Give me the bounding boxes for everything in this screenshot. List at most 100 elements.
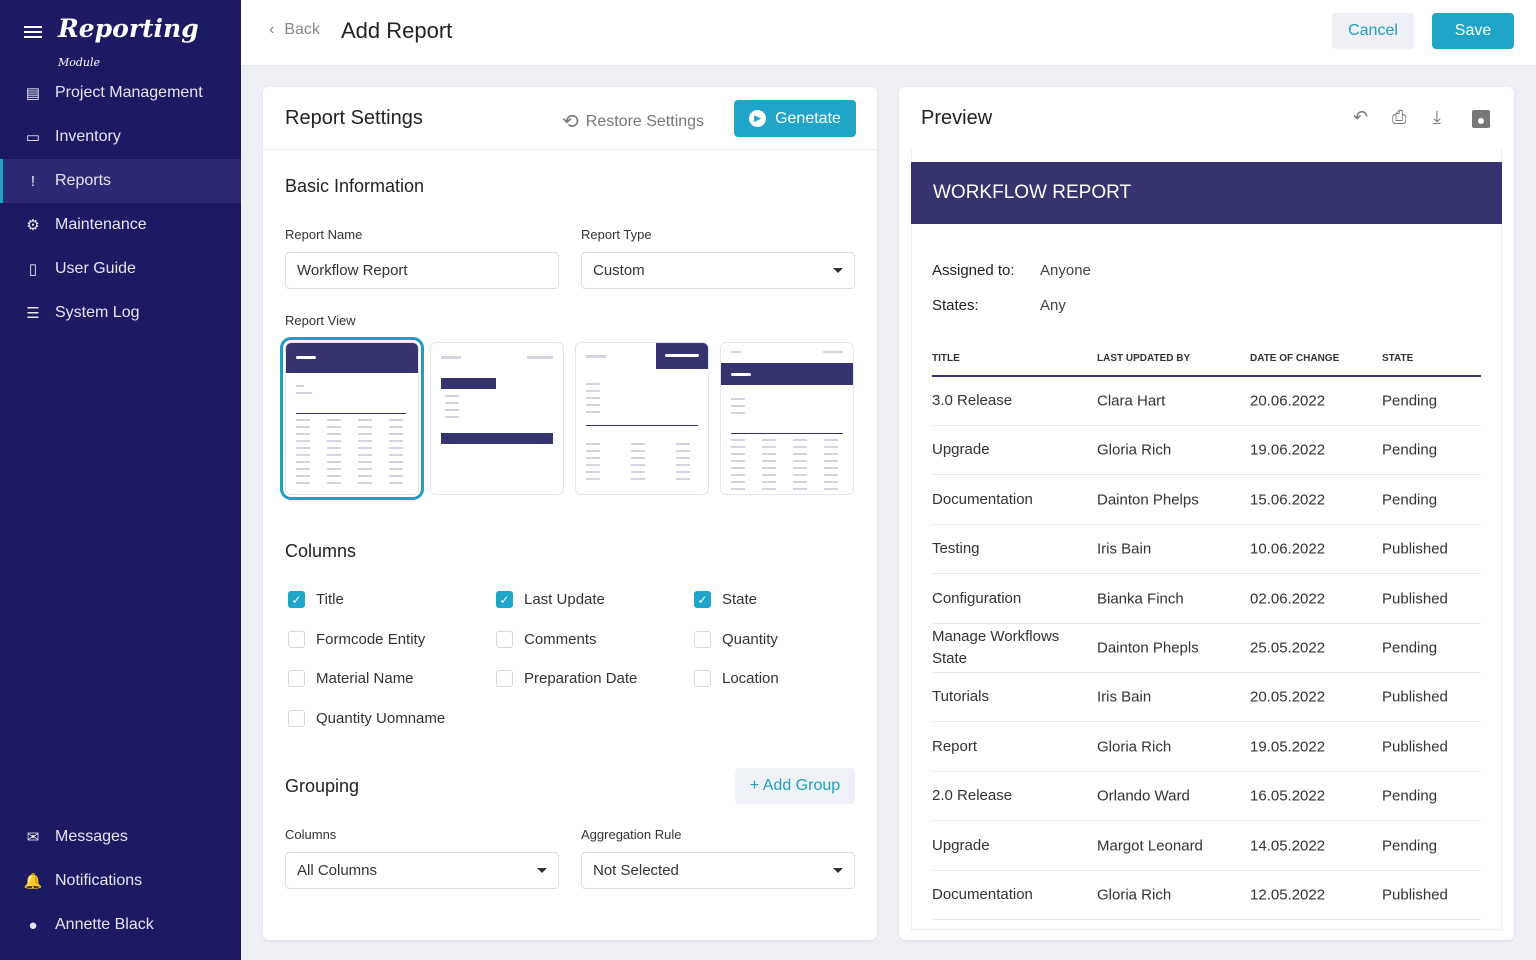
report-view-option[interactable] — [280, 337, 424, 500]
table-cell: 20.05.2022 — [1250, 688, 1326, 706]
group-columns-label: Columns — [285, 827, 337, 842]
table-cell: Dainton Phelps — [1097, 491, 1199, 509]
table-cell: Gloria Rich — [1097, 738, 1172, 756]
checkbox-icon: ✓ — [694, 591, 711, 608]
save-button[interactable]: Save — [1432, 13, 1514, 49]
table-row: Report Gloria Rich 19.05.2022 Published — [932, 723, 1481, 772]
checkbox-icon — [694, 670, 711, 687]
col-header-updated: LAST UPDATED BY — [1097, 353, 1191, 364]
sidebar-item[interactable]: ! Reports — [0, 159, 241, 203]
table-cell: Configuration — [932, 589, 1022, 607]
add-group-button[interactable]: + Add Group — [735, 768, 855, 804]
column-checkbox[interactable]: ✓ Last Update — [496, 591, 605, 608]
table-row: Tutorials Iris Bain 20.05.2022 Published — [932, 673, 1481, 723]
table-cell: 25.05.2022 — [1250, 639, 1326, 657]
report-view-option[interactable] — [430, 342, 564, 495]
table-cell: Pending — [1382, 392, 1438, 410]
restore-settings-button[interactable]: ⟲ Restore Settings — [562, 111, 705, 133]
checkbox-icon — [288, 630, 305, 648]
caret-down-icon — [833, 268, 843, 273]
table-row: Manage Workflows State Dainton Phepls 25.0… — [932, 624, 1481, 673]
table-row: Documentation Gloria Rich 12.05.2022 Publis… — [932, 871, 1481, 920]
table-cell: Orlando Ward — [1097, 787, 1190, 805]
top-bar: ‹ Back Add Report Cancel Save — [241, 0, 1536, 66]
table-row: Testing Iris Bain 10.06.2022 Published — [932, 525, 1481, 575]
sidebar-item[interactable]: 🔔 Notifications — [23, 872, 143, 890]
column-checkbox[interactable]: ✓ State — [694, 591, 757, 608]
report-name-input[interactable]: Workflow Report — [285, 252, 559, 289]
table-cell: Published — [1382, 590, 1448, 608]
table-cell: Iris Bain — [1097, 540, 1152, 558]
table-cell: 15.06.2022 — [1250, 491, 1326, 509]
generate-button[interactable]: ▶ Genetate — [734, 100, 856, 137]
logo: Reporting Module — [58, 14, 199, 69]
sidebar-item[interactable]: ✉ Messages — [0, 815, 241, 859]
column-checkbox[interactable]: Comments — [496, 630, 597, 648]
report-view-option[interactable] — [720, 342, 854, 495]
sidebar-item[interactable]: ● Annette Black — [0, 903, 241, 947]
table-cell: Dainton Phepls — [1097, 639, 1199, 657]
download-icon[interactable]: ⤓ — [1433, 107, 1441, 127]
cancel-button[interactable]: Cancel — [1332, 13, 1414, 49]
report-view-label: Report View — [285, 313, 356, 328]
col-header-state: STATE — [1382, 353, 1414, 364]
caret-down-icon — [833, 868, 843, 873]
table-cell: Published — [1382, 688, 1448, 706]
avatar: ● — [28, 916, 38, 934]
grouping-heading: Grouping — [285, 776, 360, 796]
report-settings-card — [263, 87, 877, 940]
report-header: WORKFLOW REPORT — [911, 162, 1502, 224]
table-row: Documentation Dainton Phelps 15.06.2022 Pen… — [932, 476, 1481, 525]
table-row: 3.0 Release Clara Hart 20.06.2022 Pending — [932, 377, 1481, 426]
sidebar-item[interactable]: ▭ Inventory — [0, 115, 241, 159]
print-icon[interactable]: ⎙ — [1392, 107, 1407, 127]
report-name-label: Report Name — [285, 227, 363, 242]
sidebar-item[interactable]: ☰ System Log — [0, 291, 241, 335]
menu-icon[interactable] — [24, 26, 42, 38]
mail-icon: ✉ — [26, 829, 40, 846]
aggregation-label: Aggregation Rule — [581, 827, 682, 842]
table-cell: 02.06.2022 — [1250, 590, 1326, 608]
report-type-select[interactable]: Custom — [581, 252, 855, 289]
checkbox-icon: ✓ — [288, 591, 305, 608]
divider — [263, 149, 877, 150]
table-cell: Gloria Rich — [1097, 441, 1172, 459]
save-icon[interactable] — [1472, 110, 1490, 128]
table-cell: Published — [1382, 738, 1448, 756]
column-checkbox[interactable]: Location — [694, 670, 779, 687]
column-checkbox[interactable]: Quantity Uomname — [288, 709, 445, 727]
table-cell: 12.05.2022 — [1250, 886, 1326, 904]
column-checkbox[interactable]: Quantity — [694, 630, 778, 648]
report-type-label: Report Type — [581, 227, 652, 242]
reply-icon[interactable]: ↶ — [1353, 107, 1369, 127]
table-cell: Documentation — [932, 490, 1033, 508]
sidebar-item[interactable]: ▤ Project Management — [0, 71, 241, 115]
bell-icon: 🔔 — [23, 873, 43, 890]
table-cell: 20.06.2022 — [1250, 392, 1326, 410]
column-checkbox[interactable]: ✓ Title — [288, 591, 344, 608]
table-row: Upgrade Margot Leonard 14.05.2022 Pending — [932, 822, 1481, 871]
checkbox-icon — [496, 630, 513, 648]
group-columns-select[interactable]: All Columns — [285, 852, 559, 889]
gear-icon: ⚙ — [26, 217, 40, 234]
table-cell: 14.05.2022 — [1250, 837, 1326, 855]
checkbox-icon — [288, 709, 305, 727]
report-view-option[interactable] — [575, 342, 709, 495]
aggregation-select[interactable]: Not Selected — [581, 852, 855, 889]
column-checkbox[interactable]: Preparation Date — [496, 670, 637, 687]
table-cell: Report — [932, 737, 978, 755]
clipboard-icon: ▤ — [25, 85, 41, 102]
table-cell: Testing — [932, 540, 980, 558]
sidebar: Reporting Module ▤ Project Management ▭ Inv… — [0, 0, 241, 960]
chevron-left-icon: ‹ — [269, 21, 275, 38]
column-checkbox[interactable]: Material Name — [288, 670, 414, 687]
back-link[interactable]: ‹ Back — [269, 21, 320, 38]
sidebar-item[interactable]: ▯ User Guide — [0, 247, 241, 291]
table-cell: Bianka Finch — [1097, 590, 1184, 608]
table-cell: Iris Bain — [1097, 688, 1152, 706]
table-cell: 2.0 Release — [932, 787, 1013, 805]
report-page — [911, 149, 1502, 930]
column-checkbox[interactable]: Formcode Entity — [288, 630, 425, 648]
sidebar-item[interactable]: ⚙ Maintenance — [0, 203, 241, 247]
table-cell: 19.05.2022 — [1250, 738, 1326, 756]
